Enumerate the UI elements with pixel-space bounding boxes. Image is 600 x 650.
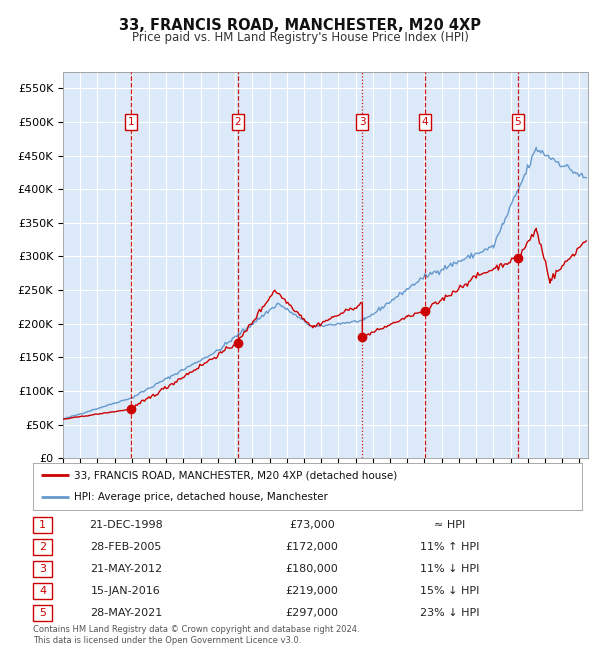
Text: 2: 2	[235, 117, 241, 127]
Text: 33, FRANCIS ROAD, MANCHESTER, M20 4XP (detached house): 33, FRANCIS ROAD, MANCHESTER, M20 4XP (d…	[74, 470, 397, 480]
Text: 2: 2	[39, 541, 46, 552]
Text: £219,000: £219,000	[286, 586, 338, 596]
Text: ≈ HPI: ≈ HPI	[434, 519, 466, 530]
Text: 3: 3	[359, 117, 365, 127]
Text: 1: 1	[128, 117, 134, 127]
Text: 5: 5	[39, 608, 46, 618]
Text: 28-MAY-2021: 28-MAY-2021	[90, 608, 162, 618]
Text: Price paid vs. HM Land Registry's House Price Index (HPI): Price paid vs. HM Land Registry's House …	[131, 31, 469, 44]
Text: £172,000: £172,000	[286, 541, 338, 552]
Text: HPI: Average price, detached house, Manchester: HPI: Average price, detached house, Manc…	[74, 492, 328, 502]
Text: 11% ↑ HPI: 11% ↑ HPI	[421, 541, 479, 552]
Text: 23% ↓ HPI: 23% ↓ HPI	[420, 608, 480, 618]
Text: 28-FEB-2005: 28-FEB-2005	[91, 541, 161, 552]
Text: £73,000: £73,000	[289, 519, 335, 530]
Text: 21-DEC-1998: 21-DEC-1998	[89, 519, 163, 530]
Text: 11% ↓ HPI: 11% ↓ HPI	[421, 564, 479, 574]
Text: 15% ↓ HPI: 15% ↓ HPI	[421, 586, 479, 596]
Text: 15-JAN-2016: 15-JAN-2016	[91, 586, 161, 596]
Text: 4: 4	[39, 586, 46, 596]
Text: 21-MAY-2012: 21-MAY-2012	[90, 564, 162, 574]
Text: 4: 4	[422, 117, 428, 127]
Text: 1: 1	[39, 519, 46, 530]
Text: Contains HM Land Registry data © Crown copyright and database right 2024.
This d: Contains HM Land Registry data © Crown c…	[33, 625, 359, 645]
Text: 33, FRANCIS ROAD, MANCHESTER, M20 4XP: 33, FRANCIS ROAD, MANCHESTER, M20 4XP	[119, 18, 481, 33]
Text: £180,000: £180,000	[286, 564, 338, 574]
Text: 5: 5	[514, 117, 521, 127]
Text: £297,000: £297,000	[286, 608, 338, 618]
Text: 3: 3	[39, 564, 46, 574]
